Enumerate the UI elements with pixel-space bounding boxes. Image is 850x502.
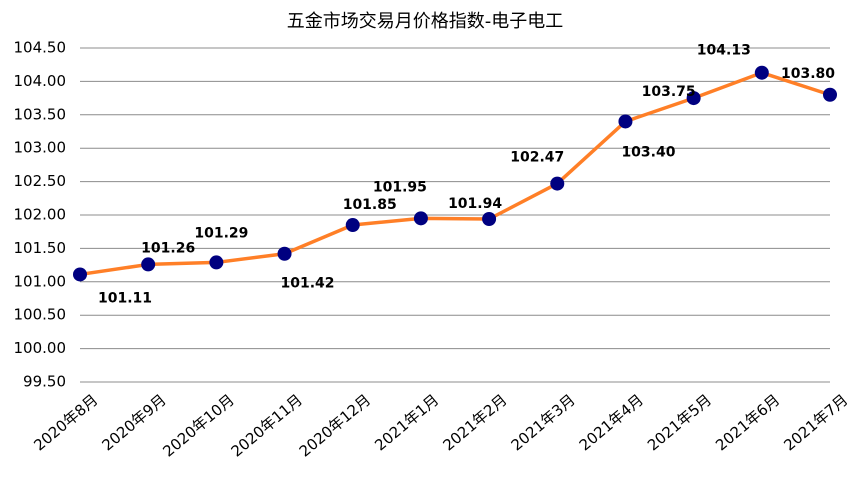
- x-tick-label: 2021年3月: [508, 391, 579, 455]
- point: [141, 257, 156, 272]
- data-label: 103.75: [642, 84, 696, 100]
- y-tick-label: 99.50: [23, 373, 66, 391]
- data-label: 101.42: [281, 276, 335, 292]
- x-tick-label: 2020年11月: [228, 391, 306, 461]
- point: [209, 255, 224, 270]
- data-label: 101.11: [98, 290, 152, 306]
- x-tick-label: 2021年4月: [576, 391, 647, 455]
- data-label: 104.13: [697, 43, 751, 59]
- y-tick-label: 100.00: [14, 339, 67, 357]
- y-tick-label: 101.00: [14, 272, 67, 290]
- point: [413, 211, 428, 226]
- x-tick-label: 2021年5月: [644, 391, 715, 455]
- x-tick-label: 2020年10月: [159, 391, 237, 461]
- point: [345, 218, 360, 233]
- point: [754, 65, 769, 80]
- data-label: 103.80: [781, 66, 835, 82]
- series-line: [79, 70, 831, 277]
- chart-title: 五金市场交易月价格指数-电子电工: [287, 11, 564, 32]
- point: [277, 246, 292, 261]
- point: [686, 91, 701, 106]
- point: [550, 176, 565, 191]
- point: [823, 87, 837, 102]
- y-tick-label: 101.50: [14, 239, 67, 257]
- x-tick-label: 2020年9月: [99, 391, 170, 455]
- y-tick-label: 100.50: [14, 306, 67, 324]
- data-label: 102.47: [510, 150, 564, 166]
- data-label: 101.29: [194, 225, 248, 241]
- y-tick-label: 102.00: [14, 206, 67, 224]
- data-label: 101.26: [141, 240, 195, 256]
- data-label: 101.85: [343, 197, 397, 213]
- data-label: 103.40: [621, 144, 675, 160]
- x-tick-label: 2020年12月: [296, 391, 374, 461]
- y-tick-label: 102.50: [14, 172, 67, 190]
- x-tick-label: 2021年7月: [780, 391, 850, 455]
- point: [618, 114, 633, 129]
- data-label: 101.94: [448, 196, 502, 212]
- y-tick-label: 104.50: [14, 39, 67, 57]
- x-tick-label: 2020年8月: [30, 391, 101, 455]
- point: [482, 212, 497, 227]
- y-tick-label: 103.00: [14, 139, 67, 157]
- x-tick-label: 2021年2月: [439, 391, 510, 455]
- y-tick-label: 104.00: [14, 72, 67, 90]
- point: [73, 267, 87, 282]
- y-tick-label: 103.50: [14, 105, 67, 123]
- x-tick-label: 2021年1月: [371, 391, 442, 455]
- data-label: 101.95: [373, 179, 427, 195]
- x-tick-label: 2021年6月: [712, 391, 783, 455]
